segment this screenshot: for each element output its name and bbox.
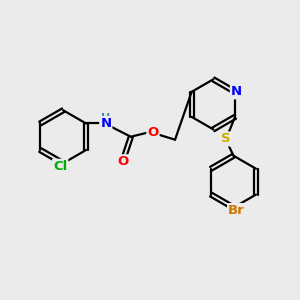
Text: O: O: [147, 126, 159, 139]
Text: O: O: [118, 155, 129, 168]
Text: Cl: Cl: [53, 160, 67, 173]
Text: N: N: [231, 85, 242, 98]
Text: N: N: [100, 117, 111, 130]
Text: S: S: [221, 133, 231, 146]
Text: Br: Br: [228, 204, 245, 217]
Text: H: H: [101, 113, 110, 123]
